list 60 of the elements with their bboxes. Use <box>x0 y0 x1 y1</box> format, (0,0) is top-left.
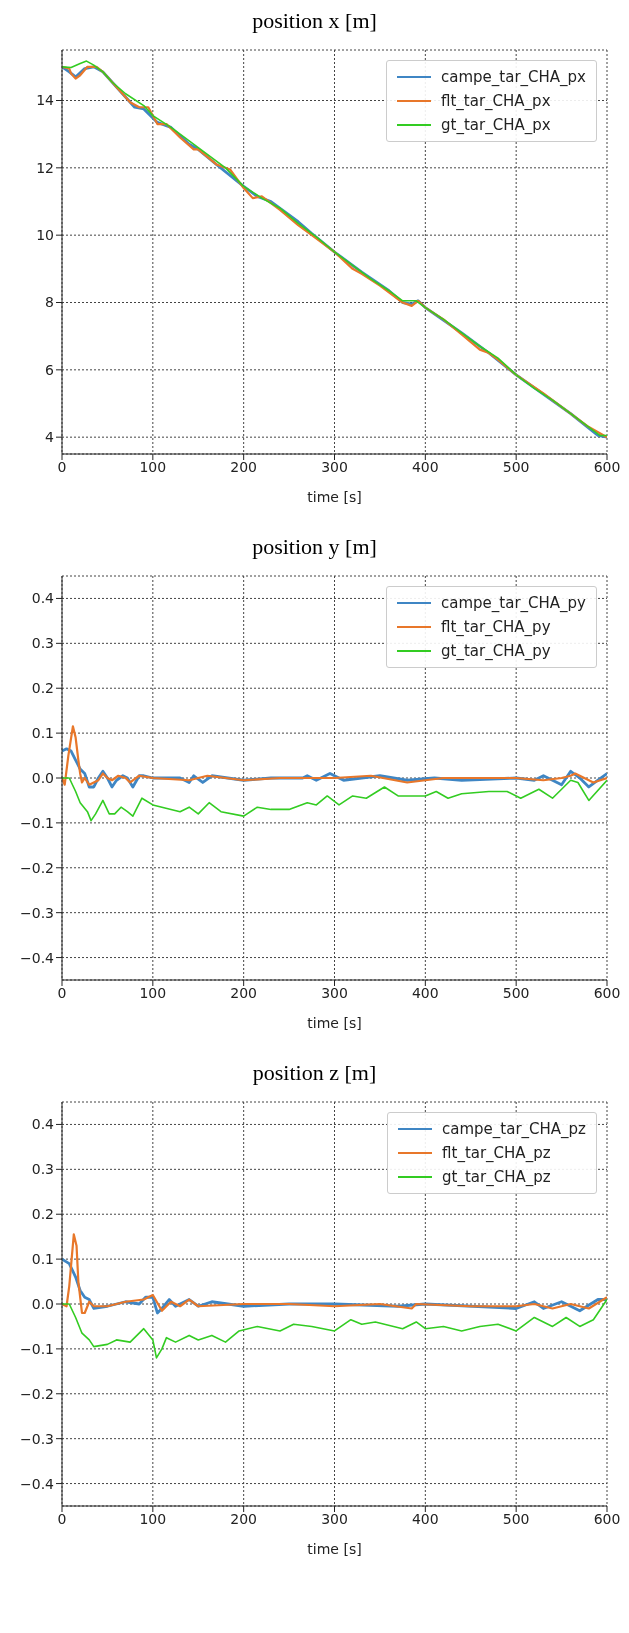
y-tick-label: 14 <box>36 92 55 109</box>
x-tick-label: 300 <box>321 1510 348 1527</box>
x-tick-label: 500 <box>502 1510 530 1527</box>
legend-label: flt_tar_CHA_px <box>441 91 551 112</box>
x-tick-label: 500 <box>502 458 530 475</box>
chart-title: position z [m] <box>251 1060 378 1087</box>
y-tick-label: −0.3 <box>20 904 54 921</box>
y-tick-label: 10 <box>36 227 54 244</box>
x-axis-title: time [s] <box>307 1015 362 1031</box>
legend-label: campe_tar_CHA_pz <box>442 1119 586 1140</box>
y-tick-label: −0.1 <box>20 1340 54 1357</box>
y-tick-label: 8 <box>45 294 54 311</box>
chart-title: position x [m] <box>251 8 378 35</box>
x-tick-label: 400 <box>411 1510 439 1527</box>
y-tick-label: −0.4 <box>20 949 55 966</box>
y-tick-label: 0.2 <box>31 680 54 697</box>
x-axis-title: time [s] <box>307 1541 362 1557</box>
y-tick-label: −0.3 <box>20 1430 54 1447</box>
y-tick-label: 0.3 <box>31 1161 54 1178</box>
x-tick-label: 100 <box>139 1510 167 1527</box>
x-axis-title: time [s] <box>307 489 362 505</box>
chart-title: position y [m] <box>251 534 378 561</box>
y-tick-label: 0.4 <box>31 1116 55 1133</box>
y-tick-label: −0.4 <box>20 1475 55 1492</box>
x-tick-label: 300 <box>321 984 348 1001</box>
legend-label: campe_tar_CHA_px <box>441 67 586 88</box>
x-tick-label: 0 <box>57 1510 67 1527</box>
y-tick-label: −0.1 <box>20 814 54 831</box>
y-tick-label: 0.3 <box>31 635 54 652</box>
x-tick-label: 400 <box>411 458 439 475</box>
x-tick-label: 500 <box>502 984 530 1001</box>
x-tick-label: 300 <box>321 458 348 475</box>
x-tick-label: 600 <box>593 458 621 475</box>
legend-label: flt_tar_CHA_py <box>441 617 551 638</box>
y-tick-label: 0.1 <box>31 1251 54 1268</box>
x-tick-label: 600 <box>593 1510 621 1527</box>
x-tick-label: 100 <box>139 984 167 1001</box>
y-tick-label: 6 <box>45 361 55 378</box>
legend-label: gt_tar_CHA_pz <box>442 1167 551 1188</box>
y-tick-label: −0.2 <box>20 1385 54 1402</box>
y-tick-label: 0.4 <box>31 590 55 607</box>
x-tick-label: 600 <box>593 984 621 1001</box>
x-tick-label: 200 <box>230 1510 258 1527</box>
legend-label: campe_tar_CHA_py <box>441 593 586 614</box>
y-tick-label: 12 <box>36 159 54 176</box>
x-tick-label: 400 <box>411 984 439 1001</box>
legend-label: gt_tar_CHA_px <box>441 115 551 136</box>
x-tick-label: 100 <box>139 458 167 475</box>
x-tick-label: 200 <box>230 458 258 475</box>
y-tick-label: −0.2 <box>20 859 54 876</box>
y-tick-label: 0.2 <box>31 1206 54 1223</box>
legend-label: gt_tar_CHA_py <box>441 641 551 662</box>
y-tick-label: 4 <box>45 429 55 446</box>
y-tick-label: 0.0 <box>31 1295 54 1312</box>
x-tick-label: 200 <box>230 984 258 1001</box>
legend-label: flt_tar_CHA_pz <box>442 1143 551 1164</box>
x-tick-label: 0 <box>57 458 67 475</box>
y-tick-label: 0.1 <box>31 725 54 742</box>
x-tick-label: 0 <box>57 984 67 1001</box>
y-tick-label: 0.0 <box>31 769 54 786</box>
